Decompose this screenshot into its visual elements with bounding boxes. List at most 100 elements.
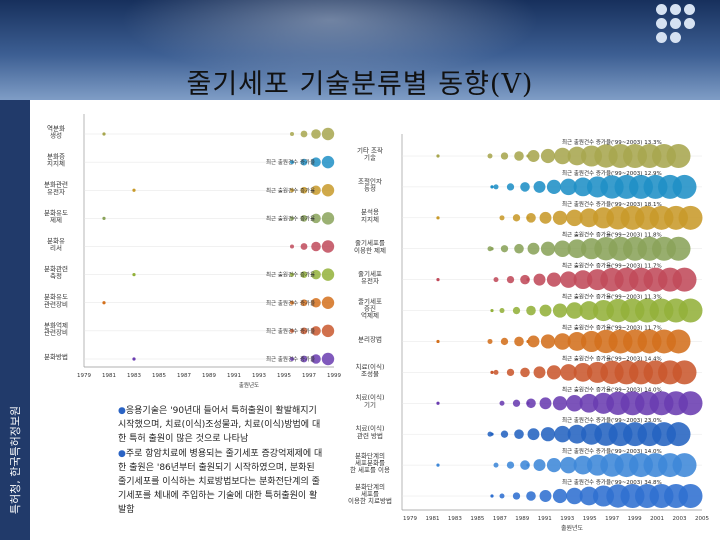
right-row-note: 최근 출원건수 증가율('99~2003) 18.1% (562, 200, 662, 208)
left-bubble (290, 272, 294, 277)
right-bubble (678, 391, 703, 416)
right-bubble (499, 400, 505, 406)
right-bubble (490, 370, 494, 374)
right-bubble (493, 369, 499, 375)
right-bubble (579, 486, 599, 506)
left-row-note: 최근 출원건수 증가율 (266, 158, 315, 166)
right-bubble (527, 335, 540, 348)
right-bubble (500, 337, 509, 346)
right-row-label: 분화단계의 세포를 이용한 치료방법 (348, 482, 392, 505)
slide-title: 줄기세포 기술분류별 동향(V) (186, 69, 534, 100)
right-bubble (566, 395, 583, 412)
right-bubble (512, 306, 521, 315)
right-row-note: 최근 출원건수 증가율('99~2003) 11.8% (562, 231, 662, 239)
right-bubble (506, 275, 515, 284)
right-x-tick-label: 2003 (673, 516, 687, 522)
left-bubble (290, 328, 294, 333)
right-bubble (493, 184, 499, 190)
right-bubble (533, 180, 546, 193)
left-bubble (300, 243, 308, 250)
bullet-icon: ● (118, 406, 126, 416)
right-bubble (672, 360, 697, 385)
left-x-tick-label: 1991 (227, 373, 241, 379)
right-bubble (526, 305, 536, 316)
right-bubble (539, 490, 552, 502)
right-bubble (487, 431, 493, 437)
decorative-dots-icon (656, 4, 708, 52)
left-x-axis-label: 출원년도 (239, 381, 259, 389)
right-x-axis-label: 출원년도 (561, 524, 584, 532)
right-bubble (500, 245, 509, 253)
right-bubble (520, 367, 530, 378)
note-bullet-1: ●응용기술은 '90년대 들어서 특허출원이 활발해지기 시작했으며, 치료(이… (118, 404, 324, 447)
right-bubble (560, 178, 577, 196)
right-bubble (527, 150, 540, 162)
left-row-label: 분화유 리서 (47, 237, 65, 252)
right-row-note: 최근 출원건수 증가율('99~2003) 11.3% (562, 293, 662, 301)
left-bubble (311, 269, 321, 280)
right-bubble (566, 209, 583, 227)
right-bubble (512, 214, 521, 222)
left-row-label: 역분화 생성 (47, 123, 65, 139)
side-bar (0, 100, 30, 540)
right-x-tick-label: 2005 (695, 516, 709, 522)
left-bubble (311, 185, 321, 196)
right-bubble (678, 298, 703, 323)
left-x-tick-label: 1995 (277, 373, 291, 379)
right-row-label: 줄기세포 유전자 (358, 269, 382, 285)
right-bubble (579, 301, 599, 320)
left-bubble (321, 352, 335, 366)
left-bubble (300, 214, 308, 222)
right-x-tick-label: 1991 (538, 516, 552, 522)
right-bubble (436, 278, 440, 282)
left-row-label: 분화관련 측정 (44, 264, 68, 280)
left-x-tick-label: 1987 (177, 373, 191, 379)
right-row-label: 줄기세포를 이용한 제제 (354, 238, 386, 254)
right-bubble (436, 463, 440, 467)
left-bubble (290, 300, 294, 305)
left-x-tick-label: 1989 (202, 373, 216, 379)
right-row-label: 분석용 지지체 (361, 207, 379, 223)
left-bubble (321, 155, 335, 169)
left-bubble (311, 297, 321, 308)
right-bubble (567, 146, 587, 166)
left-row-note: 최근 출원건수 증가율 (266, 271, 315, 279)
right-bubble (567, 332, 587, 351)
right-bubble (436, 216, 440, 220)
left-row-note: 최근 출원건수 증가율 (266, 355, 315, 363)
right-x-tick-label: 1993 (560, 516, 574, 522)
right-bubble (487, 338, 493, 344)
left-bubble (290, 216, 294, 221)
left-bubble (300, 271, 308, 279)
right-row-label: 줄기세포 증진 억제제 (358, 296, 382, 319)
left-row-note: 최근 출원건수 증가율 (266, 214, 315, 222)
left-row-label: 분화증 지지체 (47, 153, 65, 168)
right-bubble (539, 211, 552, 224)
right-bubble (436, 339, 440, 344)
left-bubble (300, 158, 308, 166)
left-bubble (311, 213, 321, 224)
side-label: 특허청, 한국특허정보원 (9, 405, 22, 515)
left-x-tick-label: 1985 (152, 373, 166, 379)
left-bubble (300, 355, 308, 363)
right-bubble (500, 430, 509, 438)
right-bubble (552, 488, 568, 504)
left-bubble (321, 268, 335, 281)
left-bubble (290, 244, 294, 249)
left-row-label: 분화관련 유전자 (44, 180, 68, 196)
right-bubble (540, 334, 556, 349)
left-bubble (300, 130, 308, 138)
right-x-tick-label: 1987 (493, 516, 507, 522)
right-bubble (672, 267, 697, 292)
left-x-tick-label: 1983 (127, 373, 141, 379)
left-bubble (290, 188, 294, 193)
right-bubble (546, 365, 562, 380)
right-bubble (546, 179, 562, 195)
left-bubble (311, 241, 321, 252)
left-row-note: 최근 출원건수 증가율 (266, 186, 315, 194)
right-row-note: 최근 출원건수 증가율('99~2003) 13.3% (562, 138, 662, 146)
right-row-note: 최근 출원건수 증가율('99~2003) 34.8% (562, 478, 662, 486)
right-bubble (540, 427, 556, 442)
left-x-tick-label: 1997 (302, 373, 316, 379)
left-bubble (132, 273, 136, 277)
